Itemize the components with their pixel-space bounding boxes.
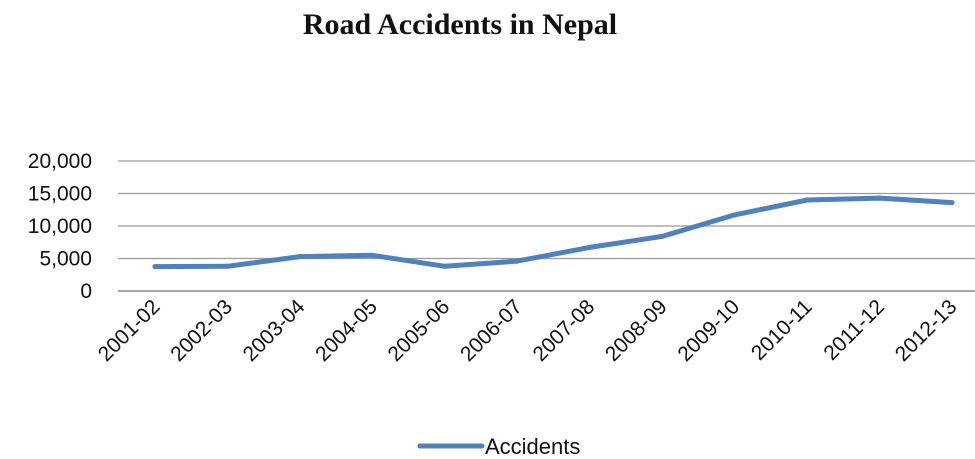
x-tick-label: 2002-03 [166,295,237,366]
x-tick-label: 2006-07 [456,295,527,366]
y-tick-label: 15,000 [28,183,92,206]
gridlines [118,160,975,292]
data-point [152,264,158,270]
y-tick-label: 10,000 [28,215,92,238]
data-point [369,252,375,258]
data-point [297,254,303,260]
legend: Accidents [417,434,580,459]
x-tick-label: 2003-04 [239,295,310,366]
x-tick-label: 2011-12 [819,295,889,365]
data-point [659,233,665,239]
x-tick-label: 2010-11 [747,295,817,365]
x-tick-label: 2001-02 [94,295,165,366]
data-point [514,258,520,264]
data-point [877,195,883,201]
x-tick-label: 2009-10 [673,295,744,366]
data-point [949,200,955,206]
x-tick-label: 2004-05 [311,295,382,366]
data-point [442,263,448,269]
x-tick-label: 2005-06 [384,295,455,366]
y-tick-label: 20,000 [28,150,92,173]
data-point [804,197,810,203]
series-layer [152,195,955,270]
series-line-accidents [152,195,955,270]
chart-title: Road Accidents in Nepal [302,8,618,41]
x-tick-label: 2008-09 [601,295,672,366]
y-tick-label: 0 [80,280,92,303]
data-point [224,263,230,269]
x-tick-label: 2007-08 [528,295,599,366]
x-tick-label: 2012-13 [891,295,962,366]
y-tick-label: 5,000 [39,248,92,271]
x-axis-ticks: 2001-02 2002-03 2003-04 2004-05 2005-06 2006-… [94,295,962,366]
legend-label: Accidents [485,434,580,459]
data-point [732,212,738,218]
y-axis-ticks: 0 5,000 10,000 15,000 20,000 [28,150,92,303]
data-point [587,244,593,250]
